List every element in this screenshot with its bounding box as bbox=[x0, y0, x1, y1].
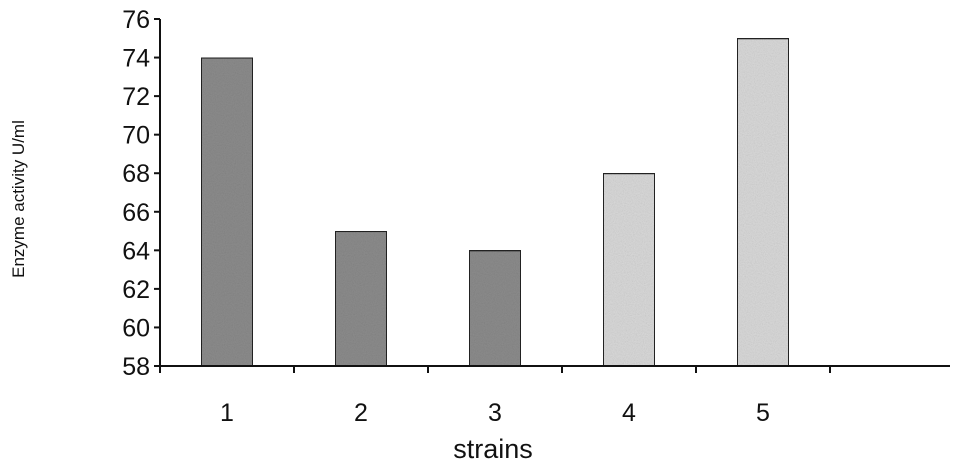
x-ticks-group: 1 2 3 4 5 bbox=[159, 366, 831, 427]
x-tick-label: 5 bbox=[756, 399, 770, 427]
y-tick-label: 60 bbox=[122, 314, 150, 342]
plot-area: 58 60 62 64 66 68 70 72 74 76 1 2 3 4 5 bbox=[122, 6, 950, 427]
y-tick-label: 62 bbox=[122, 276, 150, 304]
y-tick-label: 76 bbox=[122, 6, 150, 34]
bar-strain-4 bbox=[602, 172, 656, 367]
x-tick-label: 2 bbox=[354, 399, 368, 427]
y-tick-label: 68 bbox=[122, 160, 150, 188]
y-tick-label: 72 bbox=[122, 83, 150, 111]
y-tick-label: 58 bbox=[122, 353, 150, 381]
x-axis-title: strains bbox=[453, 434, 533, 464]
y-tick-label: 70 bbox=[122, 122, 150, 150]
bar-strain-2 bbox=[334, 230, 388, 367]
bar-strain-5 bbox=[736, 37, 790, 368]
bar-strain-1 bbox=[200, 56, 254, 368]
y-tick-label: 64 bbox=[122, 237, 150, 265]
y-ticks-group: 58 60 62 64 66 68 70 72 74 76 bbox=[122, 6, 160, 381]
x-tick-label: 4 bbox=[622, 399, 636, 427]
y-axis-title: Enzyme activity U/ml bbox=[9, 120, 28, 278]
y-tick-label: 66 bbox=[122, 199, 150, 227]
y-tick-label: 74 bbox=[122, 45, 150, 73]
x-tick-label: 1 bbox=[220, 399, 234, 427]
bars-group bbox=[200, 37, 790, 368]
bar-strain-3 bbox=[468, 249, 522, 367]
x-tick-label: 3 bbox=[488, 399, 502, 427]
